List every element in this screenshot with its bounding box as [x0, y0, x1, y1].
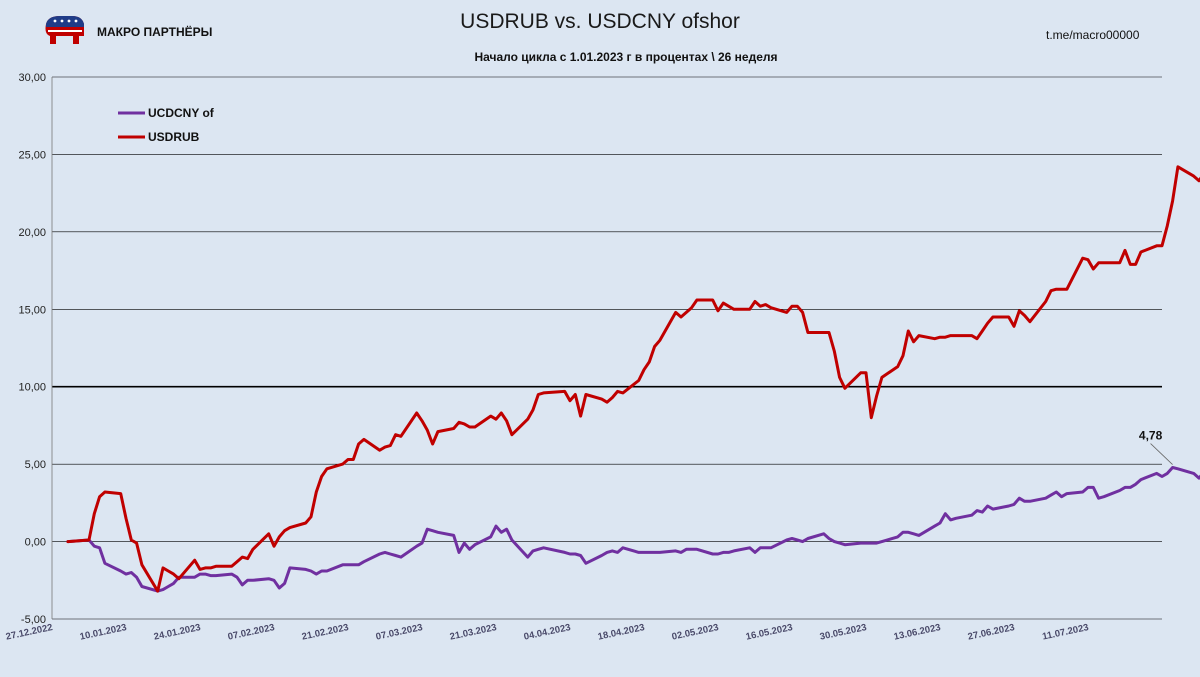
legend-label: UCDCNY of	[148, 106, 215, 120]
x-tick-label: 18.04.2023	[597, 622, 646, 643]
data-label: 4,78	[1139, 429, 1163, 443]
y-tick-label: 15,00	[18, 304, 46, 316]
y-tick-label: 20,00	[18, 227, 46, 239]
x-tick-label: 04.04.2023	[523, 622, 572, 643]
x-tick-label: 10.01.2023	[79, 622, 128, 643]
x-tick-label: 27.06.2023	[967, 622, 1016, 643]
series-line-ucdcny-of	[66, 466, 1200, 593]
data-labels: 27,2524,784,783,00	[1139, 429, 1173, 465]
x-tick-label: 07.03.2023	[375, 622, 424, 643]
y-tick-label: 0,00	[25, 537, 46, 549]
y-tick-label: 30,00	[18, 72, 46, 84]
channel-link[interactable]: t.me/macro00000	[1046, 28, 1140, 42]
chart-subtitle: Начало цикла с 1.01.2023 г в процентах \…	[474, 50, 778, 64]
x-tick-label: 16.05.2023	[745, 622, 794, 643]
x-tick-label: 07.02.2023	[227, 622, 276, 643]
y-tick-label: 10,00	[18, 382, 46, 394]
brand-name: МАКРО ПАРТНЁРЫ	[97, 25, 213, 39]
x-tick-label: 11.07.2023	[1041, 622, 1089, 643]
grid-lines	[51, 76, 1162, 620]
legend: UCDCNY of USDRUB	[118, 106, 215, 144]
x-tick-label: 24.01.2023	[153, 622, 202, 643]
y-tick-label: 5,00	[25, 459, 46, 471]
series-line-usdrub	[66, 165, 1200, 593]
x-tick-label: 21.03.2023	[449, 622, 498, 643]
legend-label: USDRUB	[148, 130, 200, 144]
x-tick-label: 30.05.2023	[819, 622, 868, 643]
annotation-leader	[1150, 443, 1173, 465]
x-tick-label: 13.06.2023	[893, 622, 942, 643]
elephant-flag-logo	[45, 16, 84, 44]
y-axis-ticks: -5,00 0,00 5,00 10,00 15,00 20,00 25,00 30,00	[18, 72, 46, 626]
y-tick-label: 25,00	[18, 149, 46, 161]
y-tick-label: -5,00	[21, 614, 46, 626]
chart-title: USDRUB vs. USDCNY ofshor	[460, 10, 740, 33]
x-axis-ticks: 27.12.2022 10.01.2023 24.01.2023 07.02.2023…	[5, 622, 1090, 643]
x-tick-label: 02.05.2023	[671, 622, 720, 643]
series-lines	[66, 165, 1200, 593]
x-tick-label: 21.02.2023	[301, 622, 350, 643]
